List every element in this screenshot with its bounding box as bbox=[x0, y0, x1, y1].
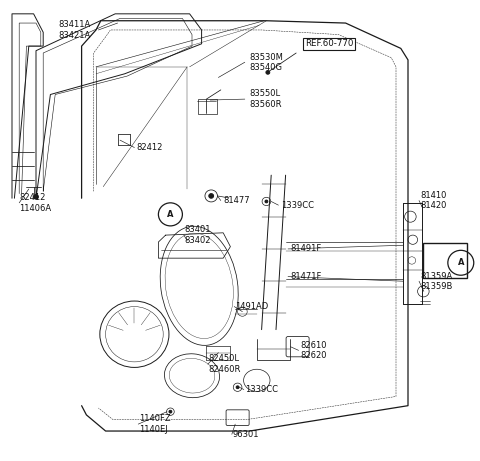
Text: 83550L
83560R: 83550L 83560R bbox=[250, 89, 282, 109]
Text: 82412
11406A: 82412 11406A bbox=[19, 193, 51, 213]
Text: A: A bbox=[457, 258, 464, 267]
Text: 82450L
82460R: 82450L 82460R bbox=[209, 355, 241, 374]
Text: 81410
81420: 81410 81420 bbox=[420, 191, 446, 210]
Text: 81471F: 81471F bbox=[290, 272, 322, 281]
Text: 1491AD: 1491AD bbox=[235, 302, 268, 311]
Text: 96301: 96301 bbox=[233, 430, 259, 439]
Text: 1140FZ
1140EJ: 1140FZ 1140EJ bbox=[139, 414, 171, 434]
Text: A: A bbox=[167, 210, 174, 219]
Circle shape bbox=[169, 410, 172, 413]
Circle shape bbox=[34, 195, 38, 199]
Circle shape bbox=[236, 386, 239, 389]
Circle shape bbox=[209, 194, 214, 198]
Text: 81477: 81477 bbox=[223, 196, 250, 205]
Text: 83530M
83540G: 83530M 83540G bbox=[250, 53, 284, 72]
Text: 82610
82620: 82610 82620 bbox=[300, 341, 326, 360]
Text: 81491F: 81491F bbox=[290, 244, 322, 254]
Circle shape bbox=[265, 200, 268, 203]
Text: 1339CC: 1339CC bbox=[245, 385, 278, 394]
Text: 81359A
81359B: 81359A 81359B bbox=[420, 272, 452, 291]
Text: 83411A
83421A: 83411A 83421A bbox=[58, 20, 91, 40]
Text: 82412: 82412 bbox=[137, 143, 163, 152]
Circle shape bbox=[266, 71, 270, 74]
Text: 83401
83402: 83401 83402 bbox=[185, 225, 211, 245]
Text: REF.60-770: REF.60-770 bbox=[305, 39, 353, 48]
Text: 1339CC: 1339CC bbox=[281, 201, 314, 210]
